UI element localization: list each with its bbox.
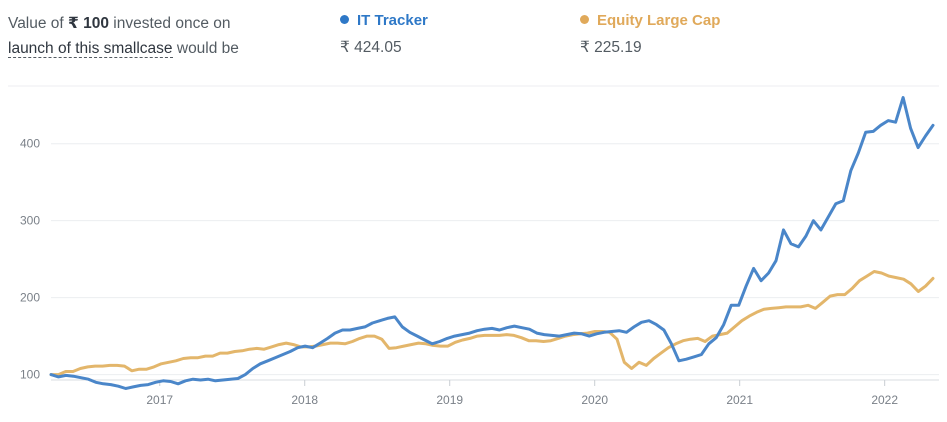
- legend-equity-large-cap: Equity Large Cap ₹ 225.19: [580, 11, 720, 57]
- y-tick-label: 300: [20, 214, 40, 228]
- series-line-it-tracker: [49, 96, 935, 390]
- intro-amount: ₹ 100: [68, 15, 109, 32]
- intro-middle: invested once on: [109, 15, 231, 32]
- intro-prefix: Value of: [8, 15, 69, 32]
- legend-it-tracker: IT Tracker ₹ 424.05: [340, 11, 428, 57]
- y-tick-label: 200: [20, 291, 40, 305]
- legend-value: ₹ 424.05: [340, 39, 402, 56]
- legend-label: IT Tracker: [357, 12, 428, 29]
- legend-label: Equity Large Cap: [597, 12, 721, 29]
- intro-suffix: would be: [172, 40, 239, 57]
- launch-date-link[interactable]: launch of this smallcase: [8, 40, 173, 58]
- x-tick-label: 2020: [581, 393, 608, 407]
- x-tick-label: 2017: [146, 393, 173, 407]
- x-tick-label: 2021: [726, 393, 753, 407]
- legend-dot-icon: [580, 15, 589, 24]
- series-line-equity-large-cap: [49, 270, 935, 377]
- y-tick-label: 400: [20, 137, 40, 151]
- x-tick-label: 2022: [871, 393, 898, 407]
- x-tick-label: 2018: [291, 393, 318, 407]
- chart-header: Value of ₹ 100 invested once on launch o…: [0, 0, 947, 70]
- investment-intro-text: Value of ₹ 100 invested once on launch o…: [8, 11, 239, 61]
- x-tick-label: 2019: [436, 393, 463, 407]
- legend-value: ₹ 225.19: [580, 39, 642, 56]
- legend-dot-icon: [340, 15, 349, 24]
- y-tick-label: 100: [20, 368, 40, 382]
